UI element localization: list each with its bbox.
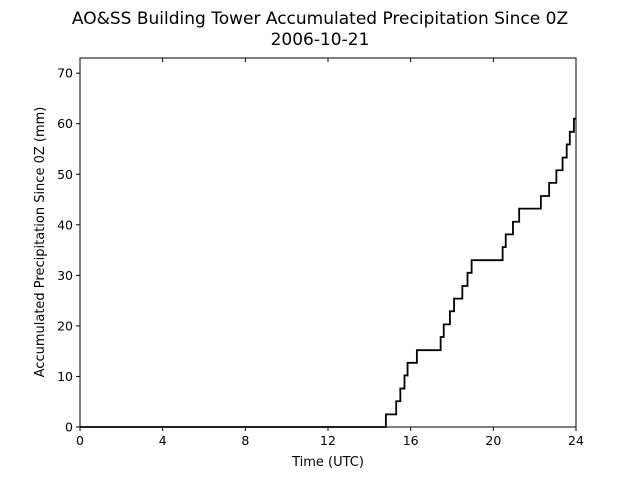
- y-tick-label-30: 30: [57, 268, 73, 283]
- chart-title: AO&SS Building Tower Accumulated Precipi…: [72, 9, 568, 29]
- x-tick-label-0: 0: [76, 433, 84, 448]
- x-axis-label: Time (UTC): [291, 455, 364, 470]
- y-tick-label-70: 70: [57, 66, 73, 81]
- x-tick-label-12: 12: [320, 433, 336, 448]
- y-tick-label-60: 60: [57, 116, 73, 131]
- x-tick-label-20: 20: [485, 433, 501, 448]
- x-tick-label-4: 4: [159, 433, 167, 448]
- x-tick-label-16: 16: [403, 433, 419, 448]
- series-line-0: [80, 117, 576, 428]
- y-axis-label: Accumulated Precipitation Since 0Z (mm): [33, 107, 48, 378]
- plot-frame: [79, 57, 577, 428]
- y-tick-label-40: 40: [57, 217, 73, 232]
- y-tick-label-10: 10: [57, 369, 73, 384]
- y-tick-label-0: 0: [65, 420, 73, 435]
- x-tick-label-8: 8: [241, 433, 249, 448]
- chart-subtitle: 2006-10-21: [271, 30, 370, 50]
- y-tick-label-50: 50: [57, 167, 73, 182]
- x-tick-label-24: 24: [568, 433, 584, 448]
- y-tick-label-20: 20: [57, 318, 73, 333]
- plot-area: 0 4 8 12 16 20 24 0 10 20 30 40 50 60 70: [57, 57, 584, 448]
